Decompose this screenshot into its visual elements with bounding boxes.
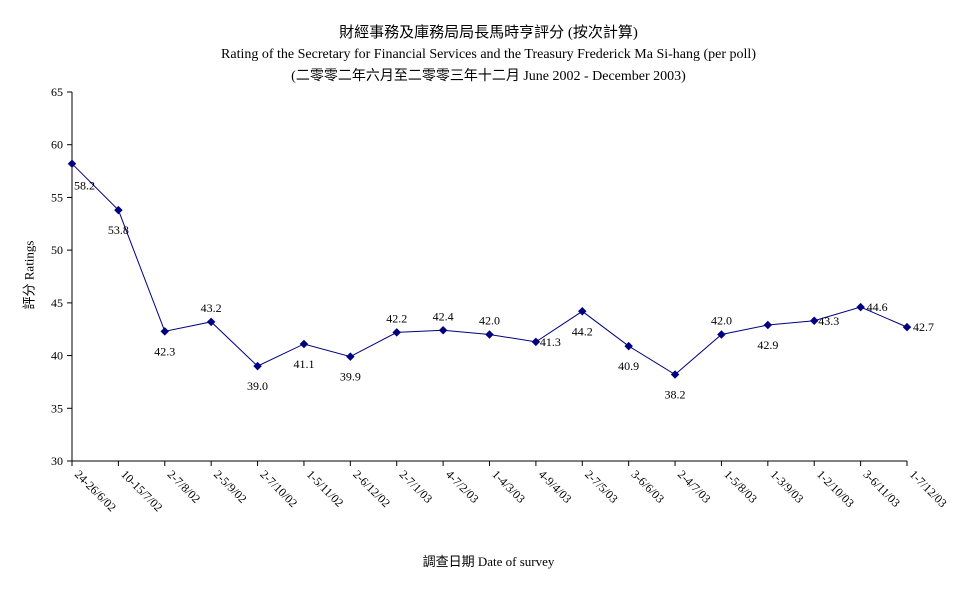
x-tick-label: 2-6/12/02 [350, 467, 393, 510]
x-tick-label: 3-6/11/03 [860, 467, 903, 510]
x-tick-label: 1-4/3/03 [489, 467, 528, 506]
data-point [856, 302, 865, 312]
data-label: 40.9 [618, 359, 639, 373]
chart-title: 財經事務及庫務局局長馬時亨評分 (按次計算) [339, 25, 638, 41]
data-label: 53.8 [108, 223, 129, 237]
x-tick-label: 2-7/10/02 [257, 467, 300, 510]
x-tick-label: 1-5/11/02 [304, 467, 347, 510]
data-label: 41.1 [293, 357, 314, 371]
data-point [114, 205, 123, 215]
data-point [670, 370, 680, 379]
data-point [206, 317, 216, 327]
y-tick-label: 60 [51, 138, 63, 152]
data-point [624, 341, 633, 351]
y-tick-label: 40 [51, 349, 63, 363]
data-label: 39.9 [340, 370, 361, 384]
data-label: 38.2 [665, 388, 686, 402]
chart-subtitle-period: (二零零二年六月至二零零三年十二月 June 2002 - December 2… [291, 69, 686, 84]
data-label: 41.3 [540, 335, 561, 349]
chart-subtitle: Rating of the Secretary for Financial Se… [221, 47, 756, 62]
data-label: 44.2 [572, 324, 593, 338]
x-tick-label: 4-7/2/03 [443, 467, 482, 506]
x-axis-label: 調查日期 Date of survey [422, 554, 555, 569]
x-tick-label: 2-7/8/02 [165, 467, 204, 506]
data-point [160, 327, 170, 336]
y-tick-label: 50 [51, 243, 63, 257]
data-point [438, 326, 448, 335]
data-label: 42.3 [154, 344, 175, 358]
y-tick-label: 35 [51, 401, 63, 415]
y-axis-label: 評分 Ratings [21, 240, 37, 310]
data-label: 58.2 [74, 179, 95, 193]
data-point [578, 307, 587, 316]
data-point [717, 330, 726, 339]
data-point [763, 320, 773, 330]
series-line [71, 163, 908, 376]
y-tick-label: 65 [51, 85, 63, 99]
x-tick-label: 1-7/12/03 [907, 467, 950, 510]
y-tick-label: 55 [51, 190, 63, 204]
y-tick-label: 45 [51, 296, 63, 310]
x-tick-label: 2-7/5/03 [582, 467, 621, 506]
data-label: 43.3 [818, 314, 839, 328]
x-tick-label: 3-6/6/03 [629, 467, 668, 506]
x-tick-label: 2-4/7/03 [675, 467, 714, 506]
data-label: 44.6 [867, 300, 888, 314]
data-label: 42.0 [479, 313, 500, 327]
data-label: 42.4 [433, 309, 454, 323]
x-tick-label: 2-7/1/03 [397, 467, 436, 506]
data-point [809, 316, 819, 326]
data-point [392, 328, 401, 337]
data-label: 43.2 [201, 301, 222, 315]
data-label: 42.9 [757, 338, 778, 352]
x-tick-label: 24-26/6/02 [72, 467, 119, 514]
data-point [485, 330, 494, 339]
data-label: 42.0 [711, 313, 732, 327]
x-tick-label: 10-15/7/02 [118, 467, 165, 514]
data-label: 39.0 [247, 379, 268, 393]
chart-title-block: 財經事務及庫務局局長馬時亨評分 (按次計算) Rating of the Sec… [0, 22, 977, 88]
data-label: 42.2 [386, 311, 407, 325]
x-tick-label: 1-3/9/03 [768, 467, 807, 506]
data-label: 42.7 [913, 320, 934, 334]
x-tick-label: 4-9/4/03 [536, 467, 575, 506]
data-point [299, 339, 309, 349]
x-tick-label: 1-2/10/03 [814, 467, 857, 510]
data-point [902, 322, 912, 332]
data-point [346, 352, 355, 361]
x-tick-label: 1-5/8/03 [721, 467, 760, 506]
x-tick-label: 2-5/9/02 [211, 467, 250, 506]
y-tick-label: 30 [51, 454, 63, 468]
data-point [67, 159, 77, 168]
data-point [531, 337, 541, 347]
